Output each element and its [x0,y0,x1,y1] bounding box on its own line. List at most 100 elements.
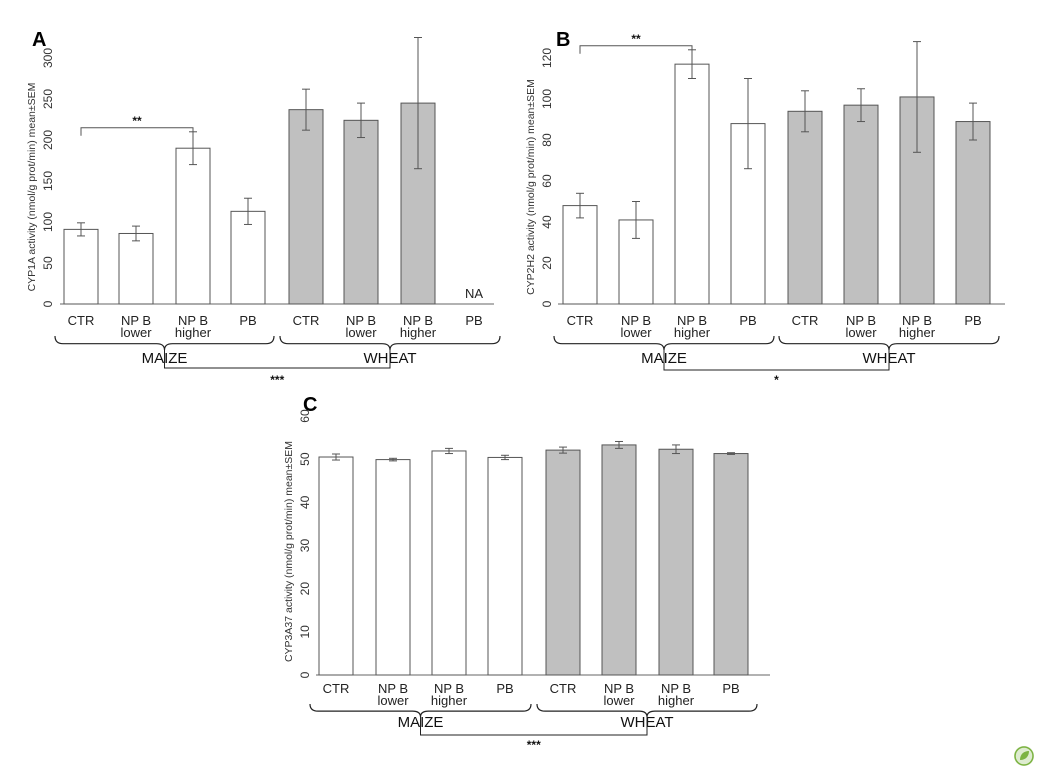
y-tick-label: 150 [41,171,55,191]
y-axis-label: CYP1A activity (nmol/g prot/min) mean±SE… [26,83,38,292]
category-label: NP B [378,681,408,696]
category-label: NP B [604,681,634,696]
category-label: NP B [434,681,464,696]
bar [487,456,523,676]
category-label: CTR [293,313,320,328]
significance-bracket [579,45,693,54]
category-label: NP B [661,681,691,696]
bar [545,449,581,676]
y-tick-label: 40 [540,215,554,229]
bar [658,448,694,676]
y-tick-label: 40 [298,495,312,509]
category-label: lower [345,325,377,340]
bar [343,119,379,305]
category-label: NP B [403,313,433,328]
bar [843,104,879,305]
bar [787,110,823,305]
category-label: CTR [792,313,819,328]
category-label: PB [964,313,981,328]
category-label: CTR [68,313,95,328]
panel-c: C 0 10 20 30 40 50 60 CYP3A37 activity (nmol/g p… [283,394,770,752]
category-label: higher [175,325,212,340]
y-tick-label: 100 [41,212,55,232]
y-tick-label: 50 [298,452,312,466]
y-tick-label: 60 [298,409,312,423]
bar [955,121,991,305]
category-label: higher [658,693,695,708]
bar [175,147,211,305]
missing-value-label: NA [465,286,483,301]
group-brace-wheat [778,335,1000,351]
bar [230,210,266,305]
bar [601,444,637,676]
category-label: higher [431,693,468,708]
category-label: higher [400,325,437,340]
category-label: PB [239,313,256,328]
category-label: CTR [550,681,577,696]
category-label: NP B [178,313,208,328]
y-tick-label: 120 [540,48,554,68]
significance-bracket [80,127,194,136]
category-label: NP B [121,313,151,328]
category-label: higher [674,325,711,340]
group-significance-bracket [164,350,391,369]
group-significance-bracket [420,717,648,736]
panel-a: A 0 50 100 150 200 250 300 CYP1A activity (nmol/… [26,29,501,387]
category-label: lower [845,325,877,340]
category-label: lower [620,325,652,340]
leaf-badge-icon [1014,746,1034,766]
y-axis-label: CYP2H2 activity (nmol/g prot/min) mean±S… [525,79,537,295]
significance-label: ** [631,32,641,46]
y-tick-label: 50 [41,256,55,270]
y-tick-label: 200 [41,130,55,150]
category-label: lower [603,693,635,708]
bar [318,456,354,676]
bar [674,63,710,305]
panel-letter: B [556,29,570,51]
category-label: PB [739,313,756,328]
bar [63,228,99,305]
category-label: lower [120,325,152,340]
significance-label: ** [132,114,142,128]
category-label: lower [377,693,409,708]
category-label: NP B [621,313,651,328]
bar [431,450,467,676]
y-tick-label: 0 [41,300,55,307]
group-brace-wheat [279,335,501,351]
category-label: NP B [677,313,707,328]
category-label: NP B [346,313,376,328]
group-significance-label: *** [270,373,284,387]
y-tick-label: 20 [540,256,554,270]
bar [562,205,598,305]
group-brace-maize [54,335,275,351]
group-brace-maize [553,335,775,351]
panel-letter: C [303,394,317,416]
category-label: NP B [902,313,932,328]
category-label: NP B [846,313,876,328]
panel-letter: A [32,29,46,51]
y-tick-label: 0 [540,300,554,307]
group-significance-bracket [663,350,890,371]
y-tick-label: 250 [41,89,55,109]
category-label: PB [465,313,482,328]
y-tick-label: 80 [540,133,554,147]
y-axis-label: CYP3A37 activity (nmol/g prot/min) mean±… [283,441,295,662]
bar [713,453,749,676]
y-tick-label: 300 [41,48,55,68]
category-label: CTR [323,681,350,696]
y-tick-label: 10 [298,625,312,639]
y-tick-label: 0 [298,671,312,678]
bar [618,219,654,305]
y-tick-label: 30 [298,539,312,553]
y-tick-label: 60 [540,174,554,188]
category-label: PB [496,681,513,696]
bar [288,109,324,305]
bar [118,232,154,305]
category-label: higher [899,325,936,340]
y-tick-label: 20 [298,582,312,596]
group-significance-label: * [774,373,779,387]
bar [375,459,411,676]
category-label: CTR [567,313,594,328]
